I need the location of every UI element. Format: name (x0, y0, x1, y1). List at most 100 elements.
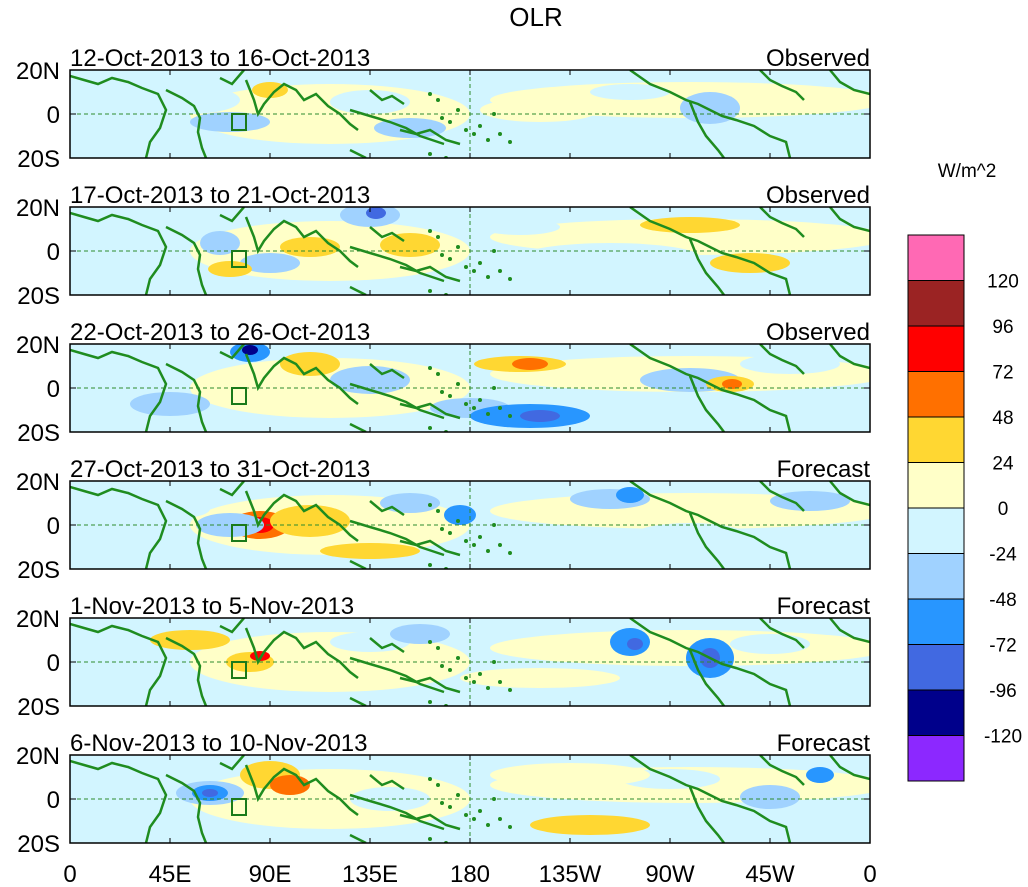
island (486, 823, 490, 827)
coastline (369, 637, 405, 654)
map-panel: 1-Nov-2013 to 5-Nov-2013 Forecast 20N 0 20S (16, 593, 871, 721)
anomaly-contour (806, 767, 834, 783)
anomaly-contour (460, 668, 620, 688)
colorbar-swatch (907, 234, 965, 281)
panel-type: Observed (766, 45, 870, 72)
map-area (69, 69, 871, 159)
anomaly-contour (240, 253, 300, 273)
lat-label: 0 (47, 376, 60, 403)
colorbar-label: 120 (987, 272, 1019, 293)
coastline (369, 363, 405, 380)
coastline (829, 481, 870, 507)
island (428, 426, 432, 430)
island (428, 289, 432, 293)
colorbar-swatch (907, 416, 965, 463)
coastline (759, 70, 805, 101)
anomaly-contour (380, 493, 440, 513)
anomaly-contour (190, 112, 270, 132)
map-panel: 6-Nov-2013 to 10-Nov-2013 Forecast 20N 0 20S (16, 730, 871, 858)
lon-label: 90E (249, 861, 292, 887)
panel-period: 6-Nov-2013 to 10-Nov-2013 (70, 730, 368, 757)
coastline (688, 786, 725, 843)
anomaly-contour (730, 634, 810, 654)
map-area (69, 206, 871, 296)
coastline (829, 618, 870, 644)
coastline (399, 128, 461, 146)
colorbar-label: 72 (992, 363, 1013, 384)
island (440, 664, 444, 668)
island (428, 777, 432, 781)
anomaly-contour (252, 82, 288, 98)
colorbar-swatch (907, 644, 965, 691)
coastline (219, 70, 245, 86)
legend-units: W/m^2 (938, 161, 997, 182)
map-panel: 17-Oct-2013 to 21-Oct-2013 Observed 20N 0 20… (16, 182, 871, 310)
panel-period: 22-Oct-2013 to 26-Oct-2013 (70, 319, 370, 346)
coastline (399, 813, 461, 831)
coastline (399, 265, 461, 283)
island (428, 92, 432, 96)
panel-period: 17-Oct-2013 to 21-Oct-2013 (70, 182, 370, 209)
anomaly-contour (280, 352, 340, 376)
lon-label: 135E (342, 861, 398, 887)
island (472, 406, 476, 410)
panel-type: Observed (766, 319, 870, 346)
island (472, 817, 476, 821)
colorbar-swatch (907, 598, 965, 645)
lat-label: 20S (17, 557, 60, 584)
coastline (349, 656, 445, 694)
colorbar-label: 96 (992, 317, 1013, 338)
coastline (349, 382, 445, 420)
anomaly-contour (330, 90, 410, 114)
island (472, 680, 476, 684)
coastline (369, 226, 405, 243)
coastline (369, 500, 405, 517)
coastline (349, 108, 445, 146)
map-area (69, 343, 871, 433)
island (498, 817, 502, 821)
map-area (69, 754, 871, 844)
lat-label: 20N (16, 606, 60, 633)
island (440, 527, 444, 531)
colorbar-swatch (907, 462, 965, 509)
island (456, 245, 460, 249)
island (456, 793, 460, 797)
coastline (629, 344, 792, 432)
island (440, 116, 444, 120)
coastline (399, 676, 461, 694)
coastline (219, 207, 245, 223)
coastline (70, 485, 168, 569)
island (478, 124, 482, 128)
coastline (399, 539, 461, 557)
island (428, 700, 432, 704)
anomaly-contour (150, 630, 230, 650)
island (498, 132, 502, 136)
colorbar-label: -48 (989, 590, 1016, 611)
colorbar-swatch (907, 280, 965, 327)
coastline (70, 348, 168, 432)
island (436, 783, 440, 787)
island (464, 813, 468, 817)
colorbar-swatch (907, 371, 965, 418)
coastline (829, 207, 870, 233)
island (436, 235, 440, 239)
panel-type: Forecast (777, 593, 871, 620)
colorbar-legend: 120 96 72 48 24 0 -24 -48 -72 -96 -120 (907, 234, 1022, 782)
coastline (219, 481, 245, 497)
panels: 12-Oct-2013 to 16-Oct-2013 Observed 20N 0 20… (16, 45, 871, 858)
coastline (349, 285, 367, 295)
island (486, 138, 490, 142)
coastline (688, 375, 725, 432)
colorbar-label: 24 (992, 454, 1014, 475)
island (428, 563, 432, 567)
coastline (70, 622, 168, 706)
anomaly-contour (202, 789, 218, 797)
lat-label: 0 (47, 650, 60, 677)
anomaly-contour (710, 253, 790, 273)
coastline (688, 238, 725, 295)
lon-label: 0 (863, 861, 876, 887)
coastline (829, 344, 870, 370)
anomaly-contour (350, 787, 430, 811)
colorbar-label: -120 (984, 727, 1022, 748)
